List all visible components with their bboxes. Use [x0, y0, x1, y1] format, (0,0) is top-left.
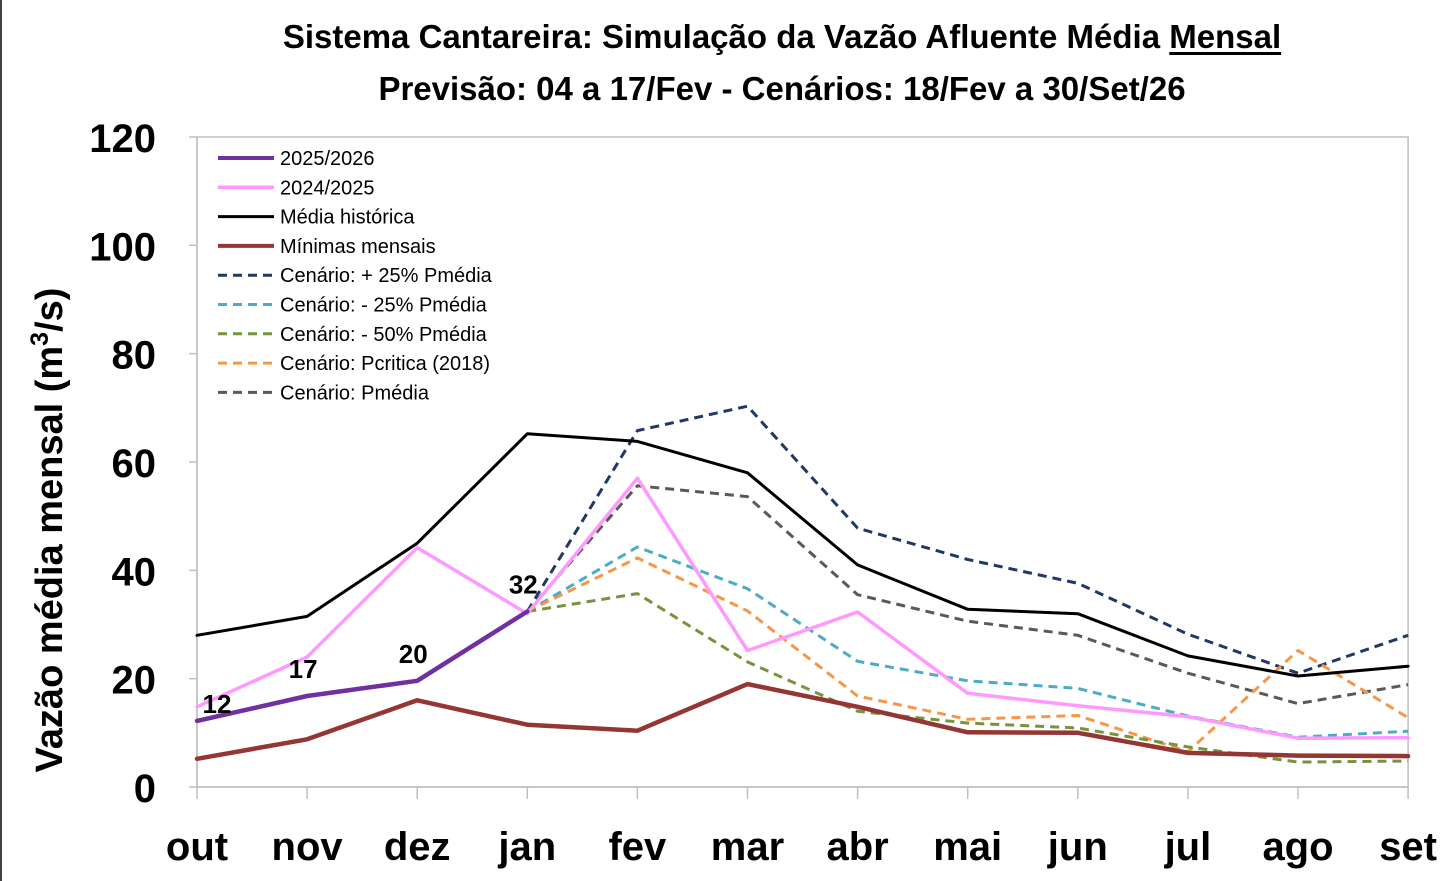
series-layer	[194, 404, 1411, 764]
legend-label-5: Cenário: - 25% Pmédia	[280, 295, 488, 317]
x-tick-label-jun: jun	[1047, 825, 1108, 869]
series-line-1	[195, 476, 1410, 740]
legend-label-4: Cenário: + 25% Pmédia	[280, 265, 493, 287]
x-tick-label-mar: mar	[711, 825, 784, 869]
data-label-dez: 20	[399, 639, 428, 669]
y-axis-label-end: /s)	[29, 288, 71, 332]
x-tick-label-ago: ago	[1262, 825, 1333, 869]
series-line-4	[526, 404, 1409, 675]
y-tick-label: 40	[112, 550, 157, 594]
x-tick-label-jan: jan	[497, 825, 556, 869]
data-label-nov: 17	[289, 654, 318, 684]
y-tick-label: 20	[112, 659, 157, 703]
legend-label-7: Cenário: Pcritica (2018)	[280, 353, 490, 375]
y-tick-label: 80	[112, 334, 157, 378]
y-tick-label: 100	[89, 225, 156, 269]
plot-area	[196, 136, 1409, 788]
chart-title-main: Sistema Cantareira: Simulação da Vazão A…	[282, 18, 1161, 55]
axes: 0 20 40 60 80 100 120 out nov dez jan fev mar abr mai j…	[89, 117, 1437, 869]
legend-label-0: 2025/2026	[280, 148, 375, 170]
legend-label-1: 2024/2025	[280, 177, 375, 199]
chart-title-emphasis: Mensal	[1169, 18, 1282, 55]
series-line-2	[195, 432, 1410, 678]
series-line-3	[194, 681, 1411, 762]
x-tick-label-jul: jul	[1164, 825, 1212, 869]
y-axis-label-sup: 3	[26, 332, 54, 346]
x-tick-label-dez: dez	[384, 825, 451, 869]
legend-label-8: Cenário: Pmédia	[280, 382, 430, 404]
x-tick-label-out: out	[166, 825, 228, 869]
series-line-7	[526, 556, 1409, 754]
x-tick-label-abr: abr	[826, 825, 888, 869]
data-label-jan: 32	[509, 569, 538, 599]
y-axis-label-base: Vazão média mensal (m	[29, 346, 71, 773]
y-axis-label: Vazão média mensal (m3/s)	[26, 288, 71, 773]
x-tick-label-set: set	[1379, 825, 1437, 869]
x-tick-label-nov: nov	[272, 825, 344, 869]
series-line-5	[526, 545, 1409, 739]
legend-label-2: Média histórica	[280, 207, 415, 229]
chart-title: Sistema Cantareira: Simulação da Vazão A…	[0, 18, 1456, 56]
y-tick-label: 120	[89, 117, 156, 161]
x-tick-label-mai: mai	[933, 825, 1002, 869]
series-line-8	[526, 484, 1409, 706]
y-tick-label: 60	[112, 442, 157, 486]
data-label-out: 12	[203, 689, 232, 719]
series-line-0	[194, 609, 530, 724]
annotations: 12 17 20 32	[203, 569, 538, 718]
chart-subtitle: Previsão: 04 a 17/Fev - Cenários: 18/Fev…	[378, 70, 1186, 107]
legend: 2025/2026 2024/2025 Média histórica Mínimas…	[218, 148, 493, 404]
series-line-6	[527, 592, 1409, 764]
y-tick-label: 0	[134, 767, 156, 811]
legend-label-3: Mínimas mensais	[280, 236, 436, 258]
legend-label-6: Cenário: - 50% Pmédia	[280, 324, 488, 346]
x-tick-label-fev: fev	[608, 825, 667, 869]
